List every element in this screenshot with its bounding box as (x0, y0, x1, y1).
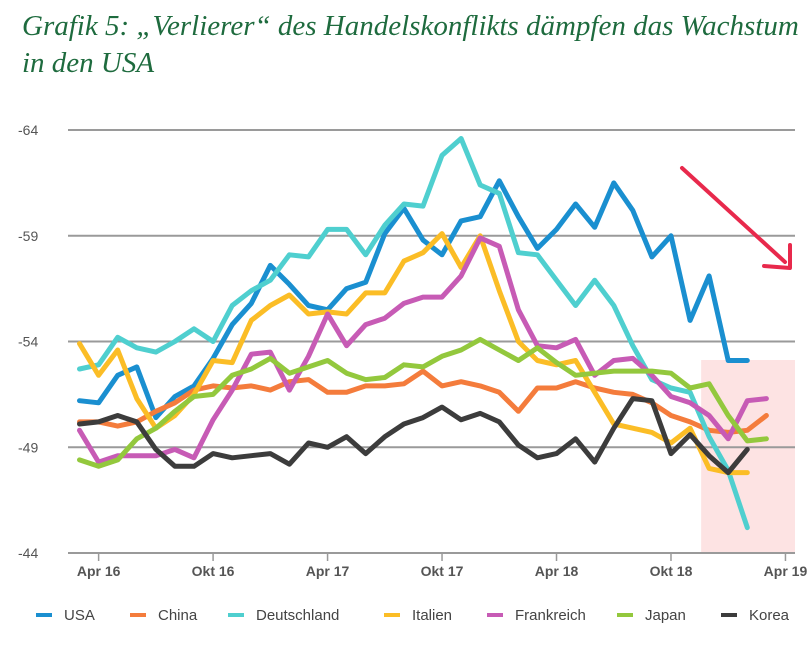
legend-label: Japan (645, 606, 686, 624)
x-tick-label: Apr 19 (764, 563, 808, 579)
y-tick-label: -59 (18, 228, 38, 244)
trend-arrow-head (762, 243, 792, 270)
series-lines (77, 136, 769, 531)
legend-item-deutschland: Deutschland (228, 602, 339, 628)
series-line-usa (77, 178, 750, 421)
legend-swatch (228, 613, 244, 617)
legend-label: Frankreich (515, 606, 586, 624)
legend-label: Korea (749, 606, 790, 624)
series-line-china (77, 368, 769, 435)
legend-swatch (617, 613, 633, 617)
series-line-italien (77, 231, 750, 476)
legend-item-korea: Korea (721, 602, 789, 628)
legend-swatch (36, 613, 52, 617)
legend-item-japan: Japan (617, 602, 686, 628)
gridlines (68, 129, 795, 554)
legend-item-italien: Italien (384, 602, 452, 628)
x-axis-ticks: Apr 16 Okt 16 Apr 17 Okt 17 Apr 18 Okt 18 Apr … (77, 553, 808, 579)
line-chart: -64 -59 -54 -49 -44 Apr 16 Okt 16 Apr 17 Okt 17… (18, 122, 808, 579)
y-axis-ticks: -64 -59 -54 -49 -44 (18, 122, 38, 561)
x-tick-label: Apr 17 (306, 563, 350, 579)
x-tick-label: Okt 17 (421, 563, 464, 579)
y-tick-label: -54 (18, 334, 38, 350)
series-line-korea (77, 396, 750, 476)
series-line-japan (77, 336, 769, 469)
legend-item-china: China (130, 602, 197, 628)
x-tick-label: Okt 18 (650, 563, 693, 579)
legend-label: Italien (412, 606, 453, 624)
x-tick-label: Apr 16 (77, 563, 121, 579)
legend-swatch (721, 613, 737, 617)
y-tick-label: -49 (18, 439, 38, 455)
legend-swatch (384, 613, 400, 617)
legend-item-frankreich: Frankreich (487, 602, 586, 628)
trend-arrow (680, 166, 792, 270)
legend-label: Deutschland (256, 606, 340, 624)
y-tick-label: -44 (18, 545, 38, 561)
trend-arrow-shaft (680, 166, 787, 264)
legend-item-usa: USA (36, 602, 95, 628)
series-line-frankreich (77, 235, 769, 465)
legend-label: USA (64, 606, 95, 624)
series-line-deutschland (77, 136, 750, 531)
x-tick-label: Okt 16 (192, 563, 235, 579)
legend-swatch (487, 613, 503, 617)
y-tick-label: -64 (18, 122, 38, 138)
chart-title: Grafik 5: „Verlierer“ des Handelskonflik… (22, 10, 799, 79)
x-tick-label: Apr 18 (535, 563, 579, 579)
legend-swatch (130, 613, 146, 617)
legend-label: China (158, 606, 198, 624)
legend: USA China Deutschland Italien Frankreich Japa… (0, 602, 812, 628)
